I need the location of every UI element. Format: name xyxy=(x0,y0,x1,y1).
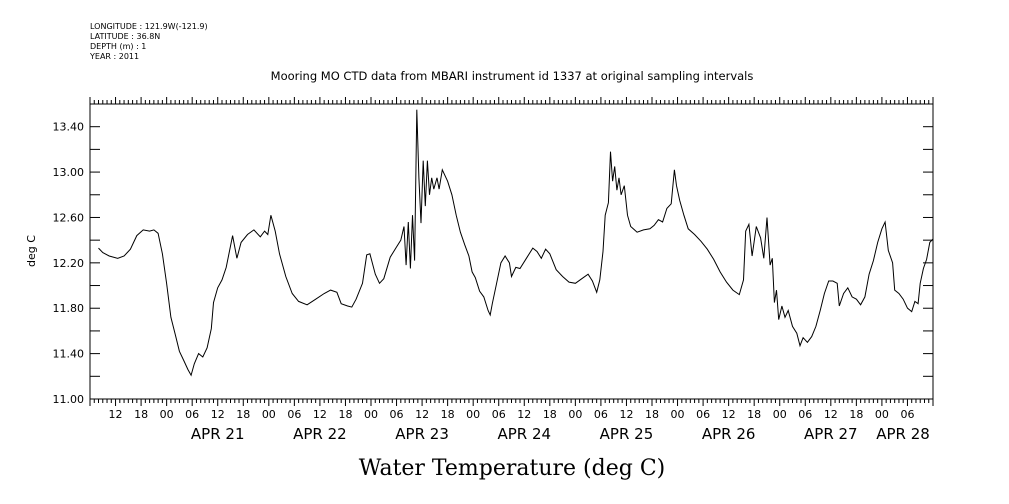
x-hour-label: 18 xyxy=(747,408,761,421)
x-hour-label: 06 xyxy=(798,408,812,421)
x-hour-label: 06 xyxy=(287,408,301,421)
x-hour-label: 00 xyxy=(671,408,685,421)
x-hour-label: 18 xyxy=(441,408,455,421)
x-hour-label: 18 xyxy=(134,408,148,421)
y-tick-label: 11.40 xyxy=(53,348,85,361)
x-date-label: APR 24 xyxy=(497,425,551,443)
y-tick-label: 11.80 xyxy=(53,302,85,315)
x-hour-label: 18 xyxy=(645,408,659,421)
y-axis-label: deg C xyxy=(25,235,38,267)
x-hour-label: 12 xyxy=(517,408,531,421)
year-text: YEAR : 2011 xyxy=(90,52,140,61)
x-hour-label: 12 xyxy=(824,408,838,421)
x-hour-label: 18 xyxy=(543,408,557,421)
x-date-label: APR 26 xyxy=(702,425,756,443)
x-hour-label: 00 xyxy=(466,408,480,421)
x-hour-label: 06 xyxy=(185,408,199,421)
y-axis: 11.00 11.40 11.80 12.20 12.60 13.00 13.40 xyxy=(53,103,933,406)
latitude-text: LATITUDE : 36.8N xyxy=(90,32,161,41)
y-tick-label: 12.20 xyxy=(53,257,85,270)
x-hour-label: 12 xyxy=(211,408,225,421)
series-line-water-temperature xyxy=(98,109,934,377)
x-hour-label: 12 xyxy=(722,408,736,421)
x-axis-title: Water Temperature (deg C) xyxy=(359,456,666,481)
x-date-label: APR 22 xyxy=(293,425,347,443)
x-date-label: APR 25 xyxy=(600,425,654,443)
x-hour-label: 12 xyxy=(415,408,429,421)
y-tick-label: 13.40 xyxy=(53,121,85,134)
x-hour-label: 06 xyxy=(492,408,506,421)
depth-text: DEPTH (m) : 1 xyxy=(90,42,147,51)
x-hour-label: 18 xyxy=(849,408,863,421)
x-date-label: APR 28 xyxy=(876,425,930,443)
x-hour-label: 00 xyxy=(364,408,378,421)
x-date-label: APR 23 xyxy=(395,425,449,443)
longitude-text: LONGITUDE : 121.9W(-121.9) xyxy=(90,22,208,31)
x-hour-label: 00 xyxy=(773,408,787,421)
x-hour-label: 06 xyxy=(390,408,404,421)
y-tick-label: 13.00 xyxy=(53,166,85,179)
x-hour-label: 12 xyxy=(619,408,633,421)
chart-title: Mooring MO CTD data from MBARI instrumen… xyxy=(271,69,754,83)
x-hour-label: 00 xyxy=(875,408,889,421)
x-hour-label: 00 xyxy=(262,408,276,421)
x-date-label: APR 27 xyxy=(804,425,858,443)
y-tick-label: 12.60 xyxy=(53,211,85,224)
x-hour-label: 00 xyxy=(568,408,582,421)
station-metadata: LONGITUDE : 121.9W(-121.9) LATITUDE : 36… xyxy=(90,22,208,62)
x-hour-label: 12 xyxy=(313,408,327,421)
x-hour-label: 06 xyxy=(696,408,710,421)
x-axis: 12 18 00 06 12 18 00 06 12 18 00 06 12 18 00 06 12 18 00 06… xyxy=(89,97,934,443)
x-date-label: APR 21 xyxy=(191,425,245,443)
x-hour-label: 12 xyxy=(109,408,123,421)
x-hour-label: 00 xyxy=(160,408,174,421)
plot-frame xyxy=(89,103,934,400)
x-hour-label: 18 xyxy=(338,408,352,421)
x-hour-label: 18 xyxy=(236,408,250,421)
x-hour-label: 06 xyxy=(900,408,914,421)
y-tick-label: 11.00 xyxy=(53,393,85,406)
x-hour-label: 06 xyxy=(594,408,608,421)
